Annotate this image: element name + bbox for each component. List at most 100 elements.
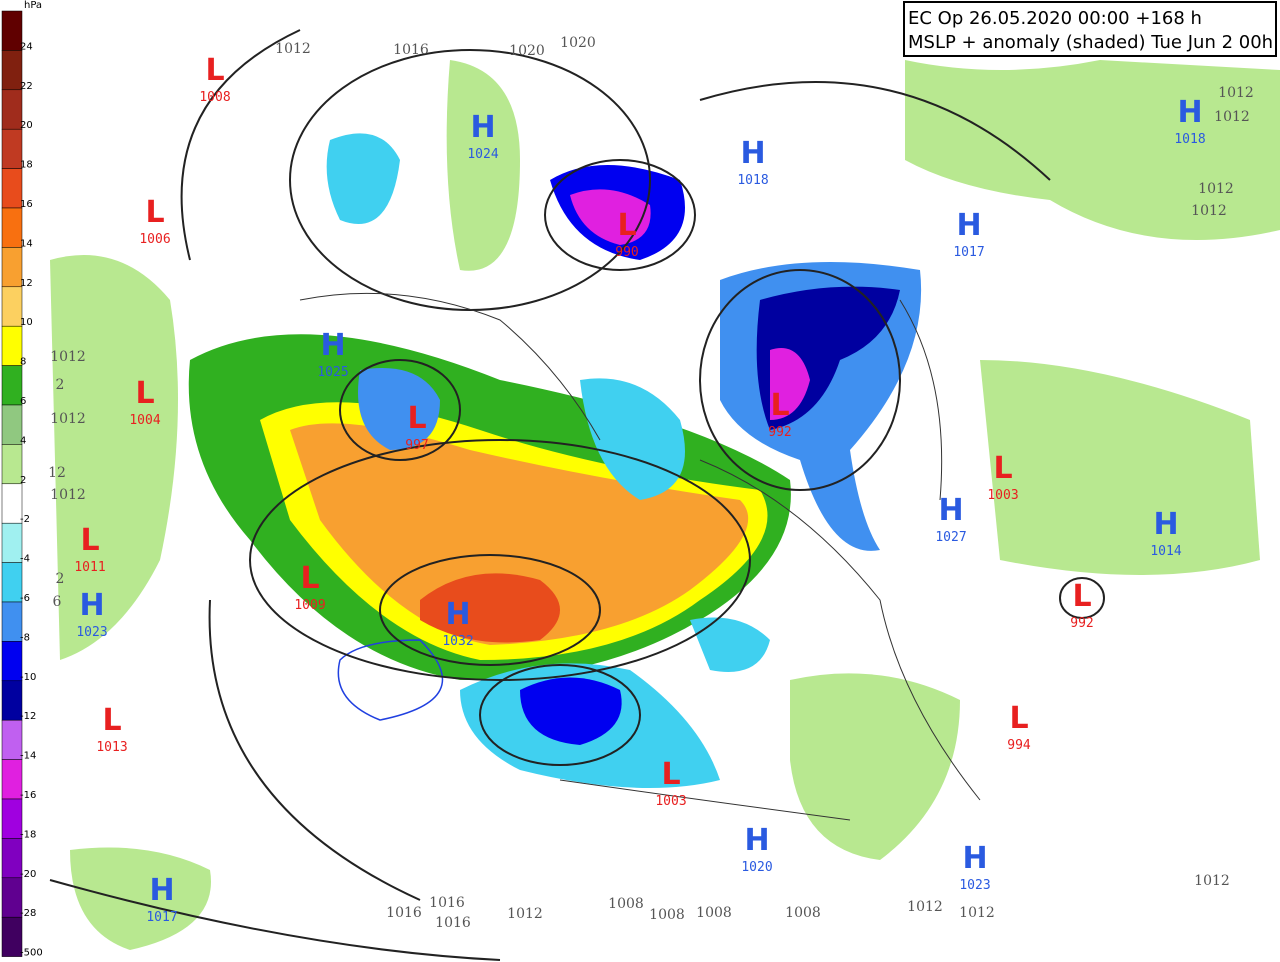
isobar-label: 1012: [50, 411, 86, 427]
isobar-label: 1012: [1191, 203, 1227, 219]
system-value: 1020: [741, 860, 772, 875]
system-value: 1008: [199, 90, 230, 105]
system-value: 1011: [74, 560, 105, 575]
isobars: [49, 29, 1105, 961]
legend-swatch: [1, 601, 23, 642]
pressure-system: L 1003: [655, 757, 686, 809]
isobar-label: 1012: [1198, 181, 1234, 197]
legend-label: -20: [20, 869, 36, 880]
legend-label: -500: [20, 948, 43, 959]
system-symbol: L: [205, 53, 224, 88]
system-symbol: H: [79, 588, 104, 623]
pressure-system: H 1023: [959, 841, 990, 893]
isobar-label: 1020: [509, 43, 545, 59]
legend-label: 16: [20, 199, 33, 210]
isobar-label: 1008: [649, 907, 685, 923]
system-symbol: H: [149, 873, 174, 908]
system-value: 990: [615, 245, 638, 260]
system-symbol: L: [1009, 701, 1028, 736]
isobar-label: 1016: [393, 42, 429, 58]
header-line: MSLP + anomaly (shaded) Tue Jun 2 00h: [908, 32, 1273, 53]
legend-swatch: [1, 50, 23, 91]
pressure-system: L 1003: [987, 451, 1018, 503]
system-value: 1027: [935, 530, 966, 545]
isobar-label: 1016: [386, 905, 422, 921]
legend-label: -10: [20, 672, 36, 683]
legend-label: 14: [20, 238, 33, 249]
legend-swatch: [1, 365, 23, 406]
system-value: 997: [405, 438, 428, 453]
pressure-system: L 992: [1070, 579, 1093, 631]
system-value: 1032: [442, 634, 473, 649]
legend-swatch: [1, 325, 23, 366]
isobar-label: 1012: [1214, 109, 1250, 125]
system-value: 1014: [1150, 544, 1181, 559]
pressure-system: H 1027: [935, 493, 966, 545]
system-symbol: H: [320, 328, 345, 363]
isobar-label: 1012: [50, 487, 86, 503]
legend-swatch: [1, 89, 23, 130]
legend: hPa 24 22 20 18 16 14 12 10 8 6 4 2 -2 -4 -6 -8 -10 -12 -1…: [1, 0, 43, 959]
legend-label: -14: [20, 751, 36, 762]
system-symbol: H: [1177, 95, 1202, 130]
pressure-system: L 1009: [294, 561, 325, 613]
system-value: 992: [768, 425, 791, 440]
legend-unit: hPa: [24, 0, 42, 11]
system-symbol: L: [300, 561, 319, 596]
system-value: 1009: [294, 598, 325, 613]
system-symbol: L: [102, 703, 121, 738]
legend-swatch: [1, 168, 23, 209]
system-symbol: L: [407, 401, 426, 436]
legend-swatch: [1, 286, 23, 327]
legend-label: 2: [20, 475, 26, 486]
pressure-system: L 990: [615, 208, 638, 260]
legend-label: 24: [20, 41, 33, 52]
pressure-system: L 994: [1007, 701, 1031, 753]
legend-label: 22: [20, 81, 33, 92]
isobar-label: 12: [48, 465, 66, 481]
system-symbol: L: [135, 376, 154, 411]
pressure-system: H 1018: [1174, 95, 1205, 147]
isobar-label: 6: [53, 594, 62, 610]
system-value: 1017: [953, 245, 984, 260]
system-value: 1006: [139, 232, 170, 247]
legend-swatch: [1, 680, 23, 721]
system-value: 1004: [129, 413, 160, 428]
legend-swatch: [1, 719, 23, 760]
legend-label: -4: [20, 554, 30, 565]
pressure-system: H 1023: [76, 588, 107, 640]
isobar-label: 1012: [275, 41, 311, 57]
isobar-label: 1012: [1194, 873, 1230, 889]
legend-swatch: [1, 562, 23, 603]
system-symbol: L: [80, 523, 99, 558]
system-symbol: H: [938, 493, 963, 528]
system-value: 1023: [959, 878, 990, 893]
system-value: 992: [1070, 616, 1093, 631]
legend-swatch: [1, 207, 23, 248]
system-symbol: H: [740, 136, 765, 171]
isobar-label: 2: [56, 571, 65, 587]
legend-swatch: [1, 522, 23, 563]
legend-label: 6: [20, 396, 26, 407]
system-value: 1003: [987, 488, 1018, 503]
header-line: EC Op 26.05.2020 00:00 +168 h: [908, 8, 1202, 29]
pressure-system: H 1020: [741, 823, 772, 875]
isobar-label: 1008: [785, 905, 821, 921]
legend-label: 10: [20, 317, 33, 328]
isobar-label: 1008: [696, 905, 732, 921]
system-value: 1003: [655, 794, 686, 809]
pressure-system: H 1024: [467, 110, 498, 162]
system-value: 1024: [467, 147, 498, 162]
header: EC Op 26.05.2020 00:00 +168 h MSLP + ano…: [903, 1, 1277, 57]
pressure-system: L 1006: [139, 195, 170, 247]
system-value: 1025: [317, 365, 348, 380]
legend-label: -2: [20, 514, 30, 525]
legend-label: 12: [20, 278, 33, 289]
legend-swatch: [1, 247, 23, 288]
legend-swatch: [1, 444, 23, 485]
legend-label: 8: [20, 357, 26, 368]
isobar-label: 1008: [608, 896, 644, 912]
pressure-system: L 1013: [96, 703, 127, 755]
system-symbol: H: [956, 208, 981, 243]
pressure-system: L 997: [405, 401, 428, 453]
